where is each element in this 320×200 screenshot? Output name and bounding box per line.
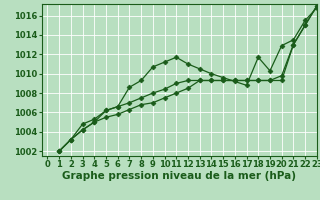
X-axis label: Graphe pression niveau de la mer (hPa): Graphe pression niveau de la mer (hPa) bbox=[62, 171, 296, 181]
